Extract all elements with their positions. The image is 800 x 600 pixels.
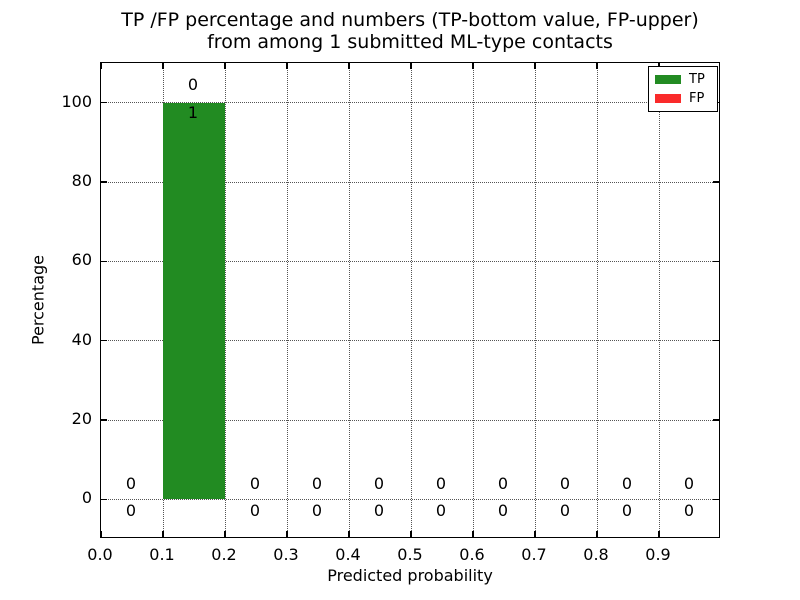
- y-tick-label: 80: [71, 171, 92, 190]
- x-tick-label: 0.7: [521, 545, 547, 564]
- plot-area: [100, 62, 720, 538]
- gridline-x: [472, 63, 474, 537]
- legend-item-fp: FP: [655, 92, 711, 105]
- gridline-y: [101, 498, 719, 500]
- y-tick-mark: [101, 419, 107, 421]
- x-tick-mark: [658, 531, 660, 537]
- x-tick-label: 0.4: [335, 545, 361, 564]
- fp-count-label: 0: [621, 474, 633, 494]
- x-tick-mark: [224, 63, 226, 69]
- y-tick-mark: [101, 498, 107, 501]
- gridline-x: [410, 63, 412, 537]
- x-tick-mark: [596, 63, 598, 69]
- x-tick-mark: [100, 531, 102, 537]
- legend: TP FP: [648, 66, 718, 112]
- y-tick-mark: [101, 339, 107, 342]
- tp-count-label: 0: [125, 501, 137, 521]
- gridline-y: [101, 181, 719, 183]
- gridline-x: [658, 63, 660, 537]
- legend-label-tp: TP: [689, 72, 705, 87]
- gridline-x: [534, 63, 536, 537]
- fp-count-label: 0: [373, 474, 385, 494]
- x-tick-mark: [224, 531, 226, 537]
- chart-title-line-2: from among 1 submitted ML-type contacts: [207, 31, 613, 53]
- y-tick-mark: [713, 419, 719, 421]
- x-tick-mark: [286, 531, 288, 537]
- x-tick-label: 0.9: [645, 545, 671, 564]
- x-axis-label: Predicted probability: [327, 566, 493, 585]
- x-tick-label: 0.2: [211, 545, 237, 564]
- y-tick-label: 0: [81, 488, 92, 508]
- y-tick-mark: [101, 181, 107, 183]
- tp-count-label: 0: [559, 501, 571, 521]
- gridline-y: [101, 260, 719, 262]
- x-tick-mark: [348, 63, 350, 69]
- y-tick-label: 40: [71, 329, 92, 349]
- chart-title-line-1: TP /FP percentage and numbers (TP-bottom…: [121, 9, 699, 31]
- tp-count-label: 0: [373, 501, 385, 521]
- gridline-y: [101, 419, 719, 421]
- y-tick-mark: [713, 339, 719, 342]
- x-tick-label: 0.5: [397, 545, 423, 564]
- tp-count-label: 0: [249, 501, 261, 521]
- x-tick-label: 0.3: [273, 545, 299, 564]
- fp-count-label: 0: [559, 474, 571, 494]
- x-tick-mark: [410, 63, 412, 69]
- x-tick-label: 0.6: [459, 545, 485, 564]
- x-tick-mark: [162, 63, 164, 69]
- legend-label-fp: FP: [689, 91, 705, 106]
- x-tick-mark: [286, 63, 288, 69]
- fp-count-label: 0: [249, 474, 261, 494]
- gridline-y: [101, 340, 719, 342]
- legend-item-tp: TP: [655, 73, 711, 86]
- x-tick-mark: [596, 531, 598, 537]
- tp-count-label: 0: [621, 501, 633, 521]
- fp-count-label: 0: [435, 474, 447, 494]
- y-tick-label: 20: [71, 409, 92, 428]
- y-tick-mark: [713, 260, 719, 263]
- chart-title: TP /FP percentage and numbers (TP-bottom…: [100, 9, 720, 53]
- x-tick-mark: [534, 531, 536, 537]
- x-tick-label: 0.8: [583, 545, 609, 564]
- x-tick-mark: [162, 531, 164, 537]
- x-tick-mark: [534, 63, 536, 69]
- y-tick-mark: [713, 181, 719, 183]
- fp-color-swatch: [655, 94, 681, 103]
- tp-count-label: 0: [497, 501, 509, 521]
- x-tick-mark: [472, 63, 474, 69]
- x-tick-label: 0.1: [149, 545, 175, 564]
- gridline-x: [596, 63, 598, 537]
- gridline-x: [286, 63, 288, 537]
- fp-count-label: 0: [497, 474, 509, 494]
- fp-count-label: 0: [683, 474, 695, 494]
- tp-count-label: 1: [187, 102, 199, 122]
- y-tick-label: 100: [61, 91, 92, 111]
- x-tick-mark: [472, 531, 474, 537]
- y-tick-mark: [101, 101, 107, 104]
- fp-count-label: 0: [125, 474, 137, 494]
- tp-color-swatch: [655, 75, 681, 84]
- x-tick-mark: [100, 63, 102, 69]
- tp-count-label: 0: [683, 501, 695, 521]
- x-tick-label: 0.0: [87, 545, 113, 564]
- y-tick-mark: [713, 498, 719, 501]
- tp-count-label: 0: [435, 501, 447, 521]
- x-tick-mark: [348, 531, 350, 537]
- tp-count-label: 0: [311, 501, 323, 521]
- fp-count-label: 0: [311, 474, 323, 494]
- gridline-x: [348, 63, 350, 537]
- y-tick-label: 60: [71, 250, 92, 270]
- y-tick-mark: [101, 260, 107, 263]
- gridline-x: [224, 63, 226, 537]
- bar-tp: [163, 102, 225, 500]
- fp-count-label: 0: [187, 74, 199, 94]
- gridline-y: [101, 102, 719, 104]
- x-tick-mark: [410, 531, 412, 537]
